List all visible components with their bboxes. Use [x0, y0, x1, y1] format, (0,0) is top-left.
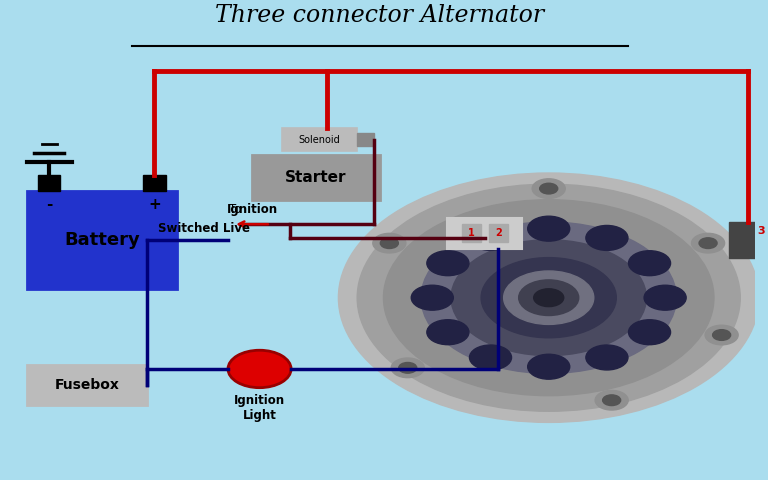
Text: 1: 1 [468, 228, 475, 238]
Circle shape [540, 183, 558, 194]
Circle shape [469, 226, 511, 251]
Circle shape [339, 173, 759, 422]
Circle shape [628, 251, 670, 276]
Circle shape [427, 320, 469, 345]
Circle shape [586, 226, 628, 251]
Circle shape [427, 251, 469, 276]
Text: Ignition: Ignition [227, 203, 277, 216]
Title: Three connector Alternator: Three connector Alternator [215, 4, 545, 27]
Bar [143, 175, 166, 191]
Circle shape [380, 238, 399, 249]
Circle shape [451, 240, 647, 356]
Bar [282, 129, 357, 151]
Bar [252, 155, 379, 200]
Text: Switched Live: Switched Live [158, 222, 250, 235]
Bar [462, 224, 481, 242]
Text: 2: 2 [495, 228, 502, 238]
Circle shape [481, 258, 616, 338]
Bar [38, 175, 61, 191]
Text: Fusebox: Fusebox [55, 378, 119, 392]
Circle shape [534, 289, 564, 307]
Bar [488, 224, 508, 242]
Circle shape [383, 200, 714, 396]
Circle shape [228, 350, 291, 388]
Text: Starter: Starter [285, 170, 346, 185]
Circle shape [603, 395, 621, 406]
Circle shape [399, 362, 417, 373]
Circle shape [713, 330, 730, 340]
Circle shape [644, 285, 686, 310]
Circle shape [705, 325, 738, 345]
Circle shape [469, 345, 511, 370]
Bar [27, 191, 177, 289]
Circle shape [391, 358, 424, 378]
Circle shape [595, 390, 628, 410]
Circle shape [421, 222, 677, 373]
Circle shape [628, 320, 670, 345]
Bar [27, 364, 147, 405]
Text: Battery: Battery [64, 231, 140, 249]
Circle shape [691, 233, 724, 253]
Text: 3: 3 [757, 226, 765, 236]
Circle shape [699, 238, 717, 249]
Circle shape [411, 285, 453, 310]
Text: To: To [230, 203, 246, 216]
Text: Solenoid: Solenoid [299, 134, 340, 144]
Circle shape [357, 184, 740, 411]
Text: +: + [148, 197, 161, 212]
Circle shape [528, 354, 570, 379]
Circle shape [586, 345, 628, 370]
Bar [357, 133, 374, 146]
Bar [447, 217, 522, 249]
Text: -: - [46, 197, 52, 212]
Text: Ignition
Light: Ignition Light [234, 395, 285, 422]
Circle shape [518, 280, 579, 315]
Circle shape [532, 179, 565, 198]
Circle shape [504, 271, 594, 324]
Bar [729, 222, 766, 258]
Circle shape [528, 216, 570, 241]
Circle shape [372, 233, 406, 253]
